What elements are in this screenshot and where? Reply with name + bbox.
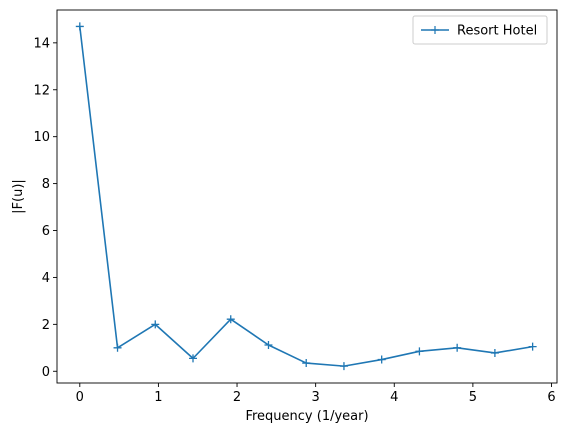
series-layer (75, 22, 537, 371)
legend-box (412, 15, 548, 45)
plot-background (57, 10, 557, 383)
axes-frame (56, 9, 558, 384)
data-point-marker (189, 354, 198, 363)
data-point-marker (490, 348, 499, 357)
x-axis-label: Frequency (1/year) (245, 409, 368, 424)
y-tick-label: 6 (42, 224, 50, 239)
data-point-marker (75, 22, 84, 31)
data-point-marker (302, 359, 311, 368)
y-tick-label: 4 (42, 271, 50, 286)
data-point-marker (226, 315, 235, 324)
y-tick-label: 0 (42, 365, 50, 380)
data-point-marker (415, 347, 424, 356)
y-tick-label: 14 (33, 36, 50, 51)
data-point-marker (339, 362, 348, 371)
data-point-marker (151, 320, 160, 329)
legend: Resort Hotel (412, 15, 548, 45)
legend-marker-swatch (431, 26, 439, 34)
y-tick-label: 8 (42, 177, 50, 192)
y-tick-label: 10 (33, 130, 50, 145)
x-tick-label: 6 (547, 390, 555, 405)
y-tick-label: 2 (42, 318, 50, 333)
x-tick-label: 4 (390, 390, 398, 405)
plot-area (57, 10, 557, 383)
data-point-marker (113, 343, 122, 352)
y-axis-label: |F(u)| (11, 179, 26, 214)
x-tick-label: 1 (154, 390, 162, 405)
x-tick-label: 0 (76, 390, 84, 405)
data-point-marker (377, 355, 386, 364)
x-tick-label: 5 (469, 390, 477, 405)
x-tick-label: 3 (312, 390, 320, 405)
x-tick-label: 2 (233, 390, 241, 405)
y-tick-label: 12 (33, 83, 50, 98)
data-point-marker (453, 343, 462, 352)
data-point-marker (264, 340, 273, 349)
data-point-marker (528, 342, 537, 351)
legend-label: Resort Hotel (457, 24, 537, 39)
